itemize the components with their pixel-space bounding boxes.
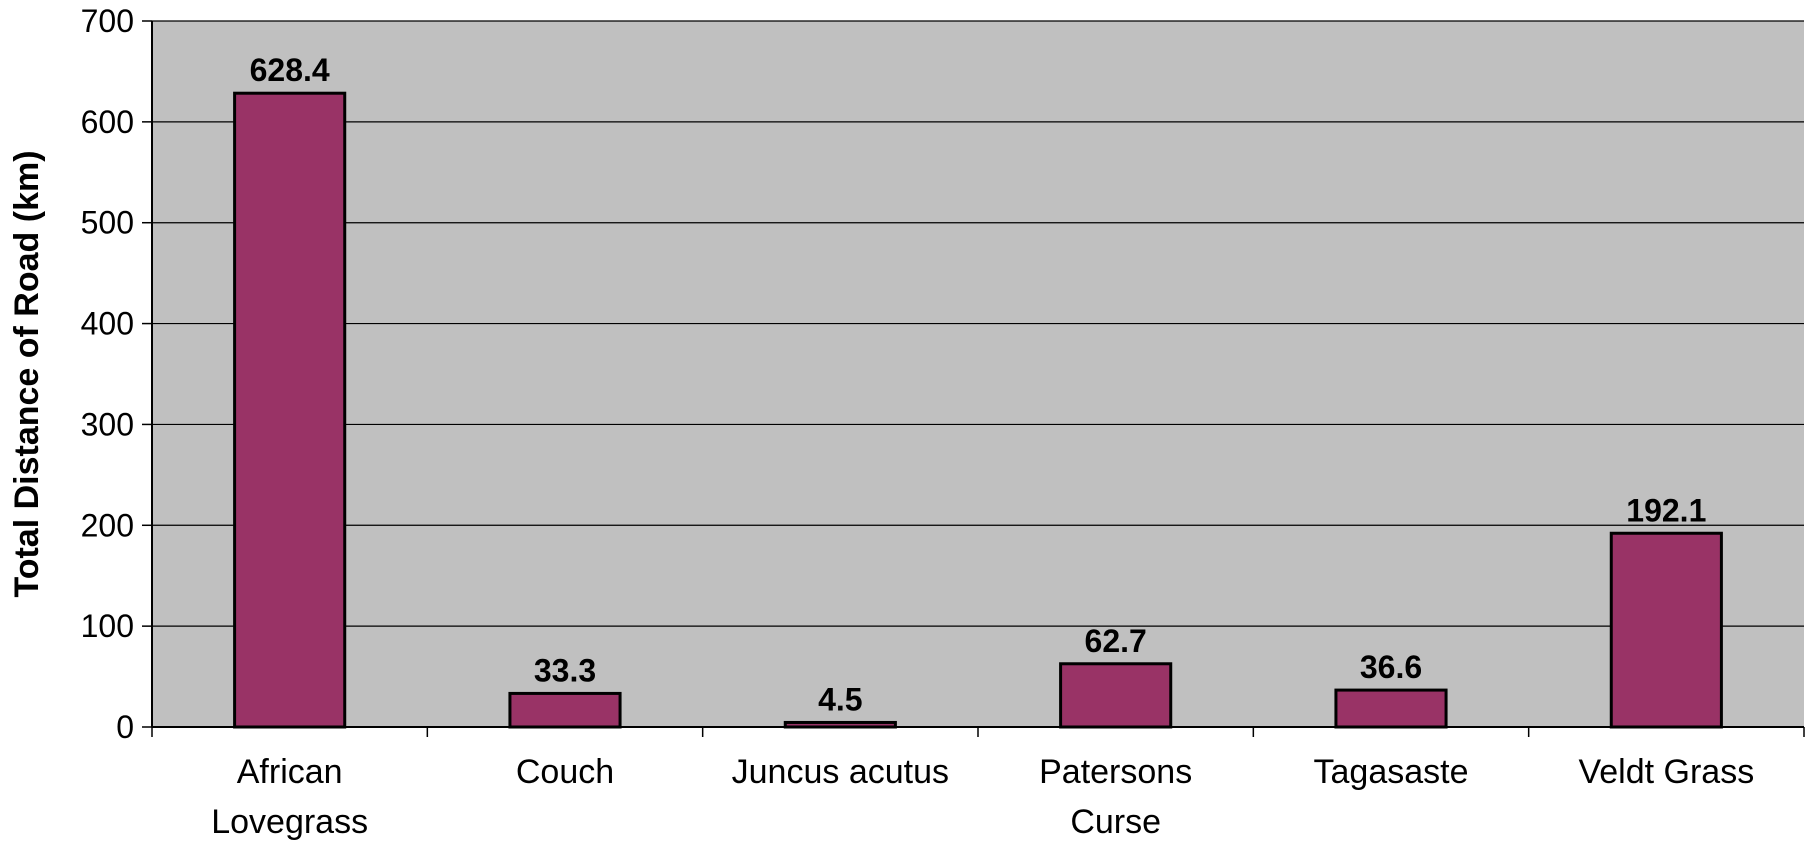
y-tick-label: 400 xyxy=(81,306,134,342)
y-tick-label: 600 xyxy=(81,104,134,140)
y-tick-label: 700 xyxy=(81,3,134,39)
y-tick-label: 300 xyxy=(81,406,134,442)
data-label: 628.4 xyxy=(250,52,330,88)
x-category-label-line: Lovegrass xyxy=(211,803,368,841)
axes xyxy=(151,21,1805,737)
y-tick-label: 100 xyxy=(81,608,134,644)
x-axis-categories: African Lovegrass Couch Juncus acutus Paters… xyxy=(211,753,1754,841)
x-category-label: Couch xyxy=(516,753,614,791)
data-label: 62.7 xyxy=(1085,623,1147,659)
x-category-label: Patersons Curse xyxy=(1039,753,1192,841)
gridlines xyxy=(152,20,1804,627)
x-category-label-line: Tagasaste xyxy=(1314,753,1469,791)
data-label: 36.6 xyxy=(1360,649,1422,685)
data-label: 33.3 xyxy=(534,652,596,688)
bar xyxy=(508,691,622,729)
x-category-label: Tagasaste xyxy=(1314,753,1469,791)
data-label: 4.5 xyxy=(818,681,862,717)
y-tick-label: 0 xyxy=(116,709,134,745)
x-category-label-line: Curse xyxy=(1070,803,1161,841)
x-category-label: African Lovegrass xyxy=(211,753,368,841)
bar xyxy=(1334,688,1448,729)
x-category-label: Veldt Grass xyxy=(1578,753,1754,791)
y-tick-label: 500 xyxy=(81,205,134,241)
data-labels: 628.4 33.3 4.5 62.7 36.6 192.1 xyxy=(250,52,1707,717)
bar xyxy=(233,91,347,729)
x-category-label-line: Couch xyxy=(516,753,614,791)
y-tick-label: 200 xyxy=(81,507,134,543)
data-label: 192.1 xyxy=(1626,492,1706,528)
x-category-label: Juncus acutus xyxy=(732,753,949,791)
plot-area xyxy=(152,21,1804,727)
x-category-label-line: Patersons xyxy=(1039,753,1192,791)
y-axis-ticks: 0 100 200 300 400 500 600 700 xyxy=(81,3,152,745)
x-category-label-line: African xyxy=(237,753,343,791)
bar xyxy=(1609,531,1723,729)
x-category-label-line: Juncus acutus xyxy=(732,753,949,791)
y-axis-title: Total Distance of Road (km) xyxy=(8,150,46,597)
bar xyxy=(1059,662,1173,729)
x-category-label-line: Veldt Grass xyxy=(1578,753,1754,791)
